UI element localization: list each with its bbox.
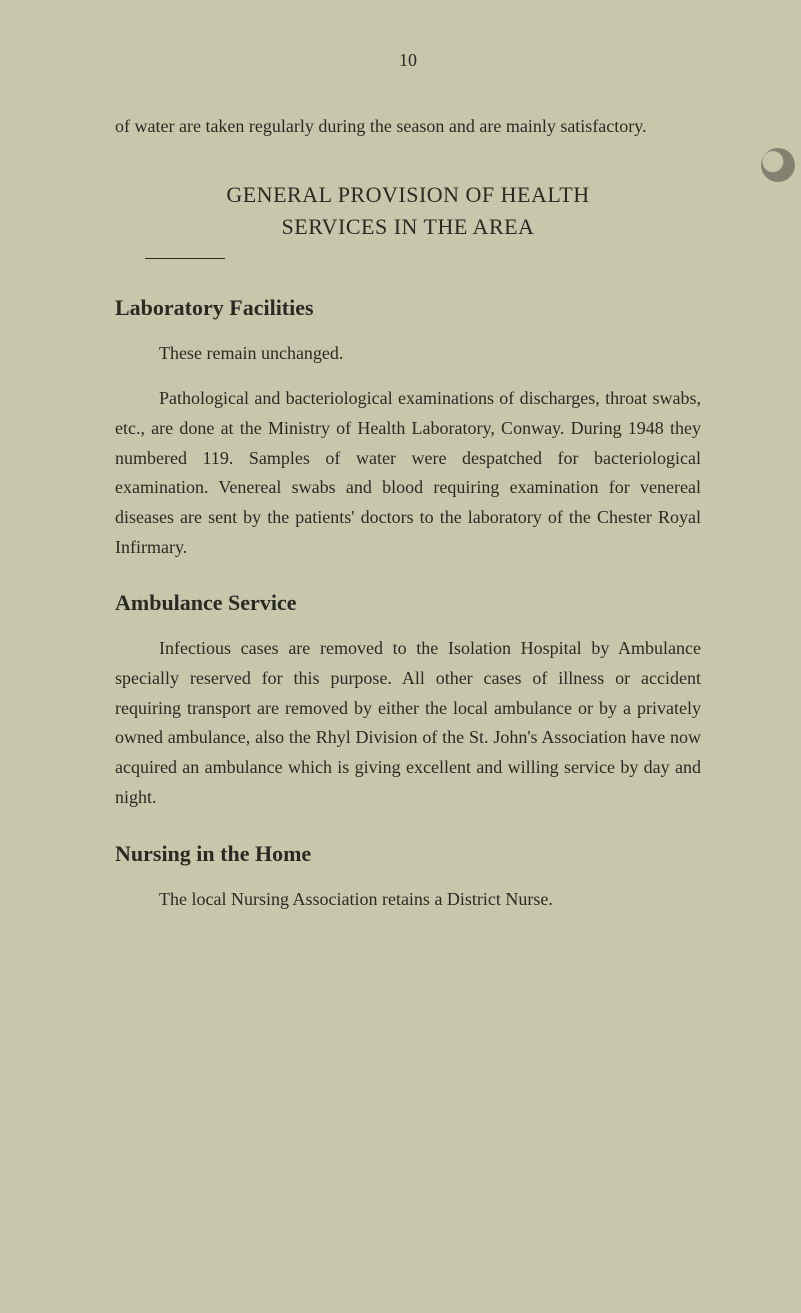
ambulance-paragraph-1: Infectious cases are removed to the Isol… [115,634,701,812]
document-page: 10 of water are taken regularly during t… [0,0,801,1313]
intro-paragraph: of water are taken regularly during the … [115,111,701,142]
nursing-paragraph-1: The local Nursing Association retains a … [115,885,701,915]
page-number: 10 [115,50,701,71]
section-heading-lab: Laboratory Facilities [115,295,701,321]
lab-paragraph-2: Pathological and bacteriological examina… [115,384,701,562]
section-rule [145,258,225,259]
main-heading-line1: GENERAL PROVISION OF HEALTH [115,182,701,208]
main-heading-line2: SERVICES IN THE AREA [115,214,701,240]
section-heading-nursing: Nursing in the Home [115,841,701,867]
section-heading-ambulance: Ambulance Service [115,590,701,616]
page-edge-shadow [761,148,795,182]
lab-paragraph-1: These remain unchanged. [115,339,701,369]
